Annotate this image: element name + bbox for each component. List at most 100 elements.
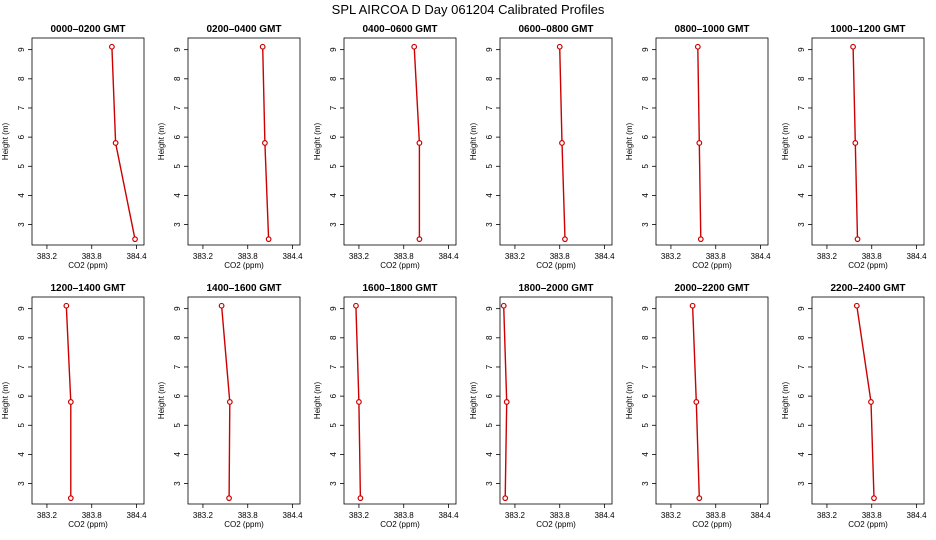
data-point: [556, 43, 563, 50]
y-tick-label: 4: [173, 452, 182, 457]
x-tick-label: 383.8: [394, 511, 415, 520]
y-tick-label: 5: [485, 423, 494, 428]
profile-panel: 1800–2000 GMT 383.2 383.8 384.4 3 4 5 6 7 8 9 CO2 (…: [469, 283, 615, 529]
y-tick-label: 9: [797, 306, 806, 311]
x-tick-label: 384.4: [439, 252, 460, 261]
panel-title: 1600–1800 GMT: [362, 283, 437, 294]
x-tick-label: 383.2: [505, 511, 526, 520]
y-tick-label: 7: [329, 364, 338, 369]
data-point: [696, 495, 703, 502]
y-tick-label: 8: [173, 335, 182, 340]
data-point: [562, 236, 568, 243]
data-point: [853, 302, 860, 309]
y-tick-label: 6: [641, 393, 650, 398]
y-axis-label: Height (m): [781, 122, 790, 160]
x-axis-label: CO2 (ppm): [536, 520, 576, 529]
data-point: [500, 302, 507, 309]
panel-title: 2200–2400 GMT: [830, 283, 905, 294]
y-tick-label: 6: [485, 393, 494, 398]
y-tick-label: 7: [485, 105, 494, 110]
profile-panel: 2000–2200 GMT 383.2 383.8 384.4 3 4 5 6 7 8 9 CO2 (…: [625, 283, 771, 529]
x-tick-label: 383.2: [37, 252, 58, 261]
y-tick-label: 3: [641, 481, 650, 486]
profile-panel: 1600–1800 GMT 383.2 383.8 384.4 3 4 5 6 7 8 9 CO2 (…: [313, 283, 459, 529]
profile-panel: 1200–1400 GMT 383.2 383.8 384.4 3 4 5 6 7 8 9 CO2 (…: [1, 283, 147, 529]
data-point: [63, 302, 70, 309]
data-point: [689, 302, 696, 309]
data-point: [416, 236, 423, 243]
x-tick-label: 383.2: [505, 252, 526, 261]
y-tick-label: 3: [485, 222, 494, 227]
x-tick-label: 384.4: [751, 511, 772, 520]
data-point: [411, 43, 418, 50]
panel-title: 1800–2000 GMT: [518, 283, 593, 294]
x-tick-label: 383.2: [817, 252, 838, 261]
y-tick-label: 7: [17, 105, 26, 110]
y-axis-label: Height (m): [157, 381, 166, 419]
y-tick-label: 8: [797, 76, 806, 81]
data-point: [226, 399, 233, 405]
x-tick-label: 383.8: [238, 252, 259, 261]
y-tick-label: 9: [329, 47, 338, 52]
y-tick-label: 9: [797, 47, 806, 52]
y-tick-label: 7: [641, 364, 650, 369]
y-tick-label: 7: [173, 364, 182, 369]
profile-panel: 0800–1000 GMT 383.2 383.8 384.4 3 4 5 6 7 8 9 CO2 (…: [625, 24, 771, 270]
profile-panel: 0400–0600 GMT 383.2 383.8 384.4 3 4 5 6 7 8 9 CO2 (…: [313, 24, 459, 270]
data-point: [226, 495, 232, 502]
profile-panel: 1000–1200 GMT 383.2 383.8 384.4 3 4 5 6 7 8 9 CO2 (…: [781, 24, 927, 270]
plot-frame: [655, 296, 769, 505]
y-tick-label: 3: [17, 481, 26, 486]
x-axis-label: CO2 (ppm): [380, 520, 420, 529]
y-tick-label: 3: [797, 222, 806, 227]
plot-frame: [499, 37, 613, 246]
plot-frame: [499, 296, 613, 505]
y-tick-label: 6: [329, 134, 338, 139]
y-tick-label: 6: [17, 134, 26, 139]
y-tick-label: 4: [797, 193, 806, 198]
y-tick-label: 5: [641, 164, 650, 169]
x-tick-label: 384.4: [907, 252, 928, 261]
data-point: [356, 399, 362, 405]
y-tick-label: 3: [641, 222, 650, 227]
y-tick-label: 7: [17, 364, 26, 369]
x-axis-label: CO2 (ppm): [224, 520, 264, 529]
x-tick-label: 383.2: [661, 511, 682, 520]
y-tick-label: 4: [173, 193, 182, 198]
x-tick-label: 384.4: [283, 252, 304, 261]
profile-panel: 0600–0800 GMT 383.2 383.8 384.4 3 4 5 6 7 8 9 CO2 (…: [469, 24, 615, 270]
x-tick-label: 384.4: [127, 511, 148, 520]
panel-title: 2000–2200 GMT: [674, 283, 749, 294]
y-tick-label: 4: [17, 193, 26, 198]
y-tick-label: 5: [173, 423, 182, 428]
y-axis-label: Height (m): [625, 122, 634, 160]
y-tick-label: 5: [329, 164, 338, 169]
y-tick-label: 8: [329, 335, 338, 340]
panel-title: 1400–1600 GMT: [206, 283, 281, 294]
y-axis-label: Height (m): [1, 381, 10, 419]
plot-frame: [187, 37, 301, 246]
data-point: [559, 140, 565, 146]
y-tick-label: 3: [329, 222, 338, 227]
y-tick-label: 8: [485, 76, 494, 81]
y-tick-label: 9: [641, 306, 650, 311]
x-tick-label: 383.2: [817, 511, 838, 520]
x-tick-label: 384.4: [283, 511, 304, 520]
x-axis-label: CO2 (ppm): [848, 520, 888, 529]
plot-frame: [31, 296, 145, 505]
x-axis-label: CO2 (ppm): [536, 261, 576, 270]
y-tick-label: 4: [329, 452, 338, 457]
x-tick-label: 383.2: [193, 511, 214, 520]
plot-frame: [343, 296, 457, 505]
y-tick-label: 8: [329, 76, 338, 81]
plot-frame: [811, 37, 925, 246]
y-tick-label: 3: [329, 481, 338, 486]
data-point: [259, 43, 266, 50]
x-axis-label: CO2 (ppm): [848, 261, 888, 270]
y-tick-label: 8: [797, 335, 806, 340]
x-tick-label: 383.8: [238, 511, 259, 520]
y-tick-label: 5: [485, 164, 494, 169]
x-tick-label: 383.8: [82, 511, 103, 520]
data-point: [357, 495, 364, 502]
